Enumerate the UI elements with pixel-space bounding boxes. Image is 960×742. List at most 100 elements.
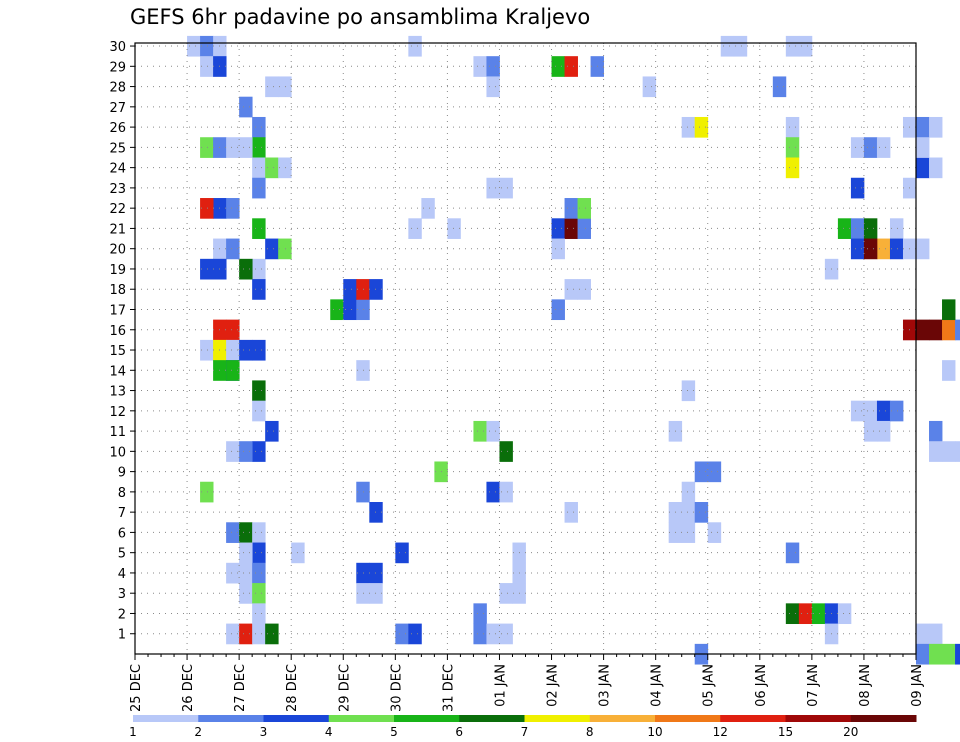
- heatmap-cell: [239, 522, 253, 543]
- heatmap-cell: [955, 643, 960, 665]
- heatmap-cell: [239, 623, 253, 645]
- y-tick-label: 29: [109, 60, 126, 75]
- heatmap-cell: [265, 623, 279, 645]
- heatmap-cell: [200, 137, 214, 158]
- heatmap-cell: [369, 562, 383, 584]
- y-tick-label: 26: [109, 121, 126, 136]
- heatmap-cell: [551, 56, 565, 77]
- heatmap-cell: [850, 177, 865, 199]
- heatmap-cell: [577, 279, 591, 300]
- colorbar-label: 1: [129, 725, 137, 739]
- heatmap-cell: [343, 279, 357, 300]
- heatmap-cell: [239, 339, 253, 361]
- heatmap-cell: [343, 299, 357, 321]
- y-tick-label: 22: [109, 202, 126, 217]
- heatmap-cell: [850, 400, 865, 422]
- y-tick-label: 25: [109, 141, 126, 156]
- heatmap-cell: [239, 137, 253, 158]
- heatmap-cell: [916, 157, 930, 179]
- x-tick-label: 06 JAN: [754, 664, 769, 707]
- heatmap-cell: [252, 279, 266, 300]
- heatmap-cell: [252, 441, 266, 462]
- colorbar-label: 2: [194, 725, 202, 739]
- heatmap-cell: [226, 562, 240, 584]
- heatmap-cell: [942, 299, 956, 321]
- y-tick-label: 15: [109, 344, 126, 359]
- heatmap-cell: [421, 198, 435, 219]
- heatmap-cell: [473, 420, 487, 442]
- y-tick-label: 6: [118, 526, 126, 541]
- y-tick-label: 16: [109, 324, 126, 339]
- y-tick-label: 12: [109, 405, 126, 420]
- heatmap-cell: [200, 56, 214, 77]
- heatmap-cell: [395, 542, 409, 564]
- colorbar-swatch: [263, 715, 330, 722]
- y-tick-label: 7: [118, 506, 126, 521]
- heatmap-cell: [876, 238, 891, 260]
- heatmap-cell: [694, 502, 709, 523]
- x-tick-label: 29 DEC: [337, 664, 352, 712]
- heatmap-cell: [395, 623, 409, 645]
- heatmap-cell: [252, 603, 266, 625]
- heatmap-cell: [916, 238, 930, 260]
- heatmap-cell: [486, 177, 500, 199]
- heatmap-cell: [785, 603, 800, 625]
- heatmap-cell: [889, 218, 904, 239]
- colorbar-label: 20: [843, 725, 858, 739]
- heatmap-cell: [863, 238, 878, 260]
- heatmap-cell: [499, 441, 513, 462]
- heatmap-cell: [720, 35, 735, 57]
- heatmap-cell: [252, 339, 266, 361]
- colorbar-label: 6: [455, 725, 463, 739]
- colorbar-swatch: [720, 715, 786, 722]
- heatmap-cell: [863, 400, 878, 422]
- heatmap-cell: [187, 35, 201, 57]
- y-tick-label: 21: [109, 222, 126, 237]
- y-tick-label: 30: [109, 40, 126, 55]
- y-tick-label: 17: [109, 303, 126, 318]
- x-tick-label: 07 JAN: [806, 664, 821, 707]
- heatmap-cell: [226, 238, 240, 260]
- y-tick-label: 2: [118, 607, 126, 622]
- colorbar-label: 10: [647, 725, 662, 739]
- y-tick-label: 3: [118, 587, 126, 602]
- heatmap-cell: [486, 420, 500, 442]
- y-tick-label: 4: [118, 567, 126, 582]
- heatmap-cell: [929, 116, 943, 138]
- y-tick-label: 27: [109, 101, 126, 116]
- x-tick-label: 30 DEC: [389, 664, 404, 712]
- heatmap-cell: [681, 522, 696, 543]
- heatmap-cell: [265, 76, 279, 98]
- heatmap-cell: [252, 583, 266, 604]
- heatmap-cell: [564, 198, 578, 219]
- heatmap-cell: [200, 35, 214, 57]
- heatmap-cell: [551, 218, 565, 239]
- heatmap-cell: [551, 238, 565, 260]
- y-tick-label: 18: [109, 283, 126, 298]
- colorbar-swatch: [459, 715, 525, 722]
- colorbar-swatch: [655, 715, 721, 722]
- heatmap-cell: [226, 522, 240, 543]
- heatmap-cell: [226, 339, 240, 361]
- heatmap-cell: [252, 400, 266, 422]
- heatmap-cell: [252, 218, 266, 239]
- heatmap-cell: [356, 481, 370, 503]
- heatmap-cell: [564, 218, 578, 239]
- heatmap-cell: [564, 279, 578, 300]
- heatmap-cell: [863, 420, 878, 442]
- heatmap-cell: [785, 542, 800, 564]
- heatmap-cell: [707, 461, 722, 483]
- heatmap-cell: [356, 360, 370, 381]
- colorbar-swatch: [524, 715, 591, 722]
- heatmap-cell: [681, 380, 696, 402]
- heatmap-cell: [239, 258, 253, 280]
- y-tick-label: 24: [109, 162, 126, 177]
- heatmap-cell: [252, 542, 266, 564]
- heatmap-cell: [356, 299, 370, 321]
- heatmap-cell: [239, 441, 253, 462]
- x-tick-label: 04 JAN: [650, 664, 665, 707]
- heatmap-cell: [863, 137, 878, 158]
- heatmap-cell: [733, 35, 748, 57]
- heatmap-cell: [850, 218, 865, 239]
- heatmap-cell: [929, 623, 943, 645]
